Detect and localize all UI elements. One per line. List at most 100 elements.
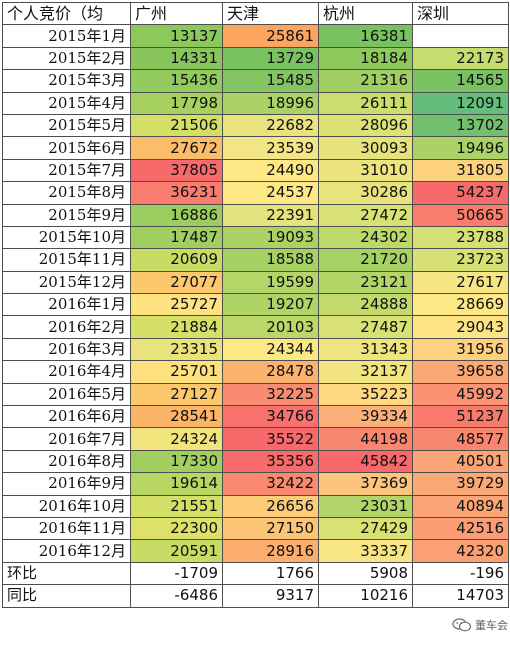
price-cell: 39334 [318,405,413,429]
header-row: 个人竞价（均 广州 天津 杭州 深圳 [2,1,509,26]
price-cell: 25727 [130,293,223,317]
price-cell: 37369 [318,472,413,496]
price-cell: 23315 [130,337,223,362]
month-label-cell: 2016年1月 [2,293,131,317]
price-cell: 31343 [318,337,413,362]
price-cell: 45992 [412,382,509,407]
summary-label-cell: 同比 [2,584,131,608]
month-label-cell: 2016年5月 [2,382,131,407]
price-cell: 26656 [222,494,319,518]
price-cell [412,24,509,48]
price-cell: 24490 [222,158,319,183]
price-cell: 29043 [412,315,509,339]
price-cell: 35223 [318,382,413,407]
price-cell: 35522 [222,427,319,451]
price-cell: 27617 [412,270,509,295]
price-table: 个人竞价（均 广州 天津 杭州 深圳 2015年1月 13137 25861 16381 2015… [2,1,509,608]
watermark-text: 董车会 [475,619,508,632]
table-row: 2015年6月 27672 23539 30093 19496 [2,136,509,160]
price-cell: 50665 [412,203,509,227]
price-cell: 31956 [412,337,509,362]
table-row: 2015年5月 21506 22682 28096 13702 [2,113,509,138]
month-label-cell: 2015年4月 [2,91,131,115]
price-cell: 24324 [130,427,223,451]
month-label-cell: 2016年7月 [2,427,131,451]
price-cell: 15485 [222,69,319,93]
price-cell: 24537 [222,181,319,205]
price-cell: 19599 [222,270,319,295]
price-cell: 31010 [318,158,413,183]
price-cell: 28096 [318,113,413,138]
summary-value-cell: 9317 [222,584,319,608]
price-cell: 18588 [222,248,319,272]
price-cell: 32225 [222,382,319,407]
month-label-cell: 2015年7月 [2,158,131,183]
month-label-cell: 2015年9月 [2,203,131,227]
price-cell: 20103 [222,315,319,339]
summary-label-cell: 环比 [2,561,131,586]
price-cell: 40501 [412,449,509,474]
header-corner-cell: 个人竞价（均 [2,1,131,26]
price-cell: 24344 [222,337,319,362]
price-cell: 51237 [412,405,509,429]
price-cell: 17487 [130,225,223,250]
price-cell: 37805 [130,158,223,183]
month-label-cell: 2016年9月 [2,472,131,496]
price-cell: 34766 [222,405,319,429]
month-label-cell: 2016年6月 [2,405,131,429]
summary-row: 同比 -6486 9317 10216 14703 [2,584,509,608]
price-cell: 24302 [318,225,413,250]
table-row: 2015年10月 17487 19093 24302 23788 [2,225,509,250]
header-city-cell: 深圳 [412,1,509,26]
price-cell: 39658 [412,360,509,384]
month-label-cell: 2015年2月 [2,46,131,71]
price-cell: 28669 [412,293,509,317]
price-cell: 13702 [412,113,509,138]
watermark: 董车会 [452,617,508,633]
month-label-cell: 2016年4月 [2,360,131,384]
price-cell: 22300 [130,516,223,541]
price-cell: 16381 [318,24,413,48]
price-cell: 21720 [318,248,413,272]
price-cell: 23121 [318,270,413,295]
price-cell: 27150 [222,516,319,541]
price-cell: 35356 [222,449,319,474]
month-label-cell: 2015年3月 [2,69,131,93]
price-cell: 44198 [318,427,413,451]
summary-row: 环比 -1709 1766 5908 -196 [2,561,509,586]
price-cell: 27077 [130,270,223,295]
price-cell: 19093 [222,225,319,250]
price-cell: 27487 [318,315,413,339]
price-cell: 28916 [222,539,319,563]
table-row: 2016年11月 22300 27150 27429 42516 [2,516,509,541]
price-cell: 25701 [130,360,223,384]
price-cell: 48577 [412,427,509,451]
month-label-cell: 2015年1月 [2,24,131,48]
price-cell: 21506 [130,113,223,138]
price-cell: 20591 [130,539,223,563]
table-row: 2015年1月 13137 25861 16381 [2,24,509,48]
table-row: 2015年7月 37805 24490 31010 31805 [2,158,509,183]
price-cell: 30093 [318,136,413,160]
table-row: 2016年6月 28541 34766 39334 51237 [2,405,509,429]
price-cell: 22173 [412,46,509,71]
price-cell: 27472 [318,203,413,227]
price-cell: 14331 [130,46,223,71]
price-cell: 14565 [412,69,509,93]
price-cell: 25861 [222,24,319,48]
summary-value-cell: 1766 [222,561,319,586]
table-row: 2016年12月 20591 28916 33337 42320 [2,539,509,563]
month-label-cell: 2015年5月 [2,113,131,138]
table-row: 2016年10月 21551 26656 23031 40894 [2,494,509,518]
price-cell: 21551 [130,494,223,518]
summary-value-cell: -1709 [130,561,223,586]
table-row: 2016年9月 19614 32422 37369 39729 [2,472,509,496]
month-label-cell: 2016年12月 [2,539,131,563]
month-label-cell: 2015年12月 [2,270,131,295]
price-cell: 17330 [130,449,223,474]
price-cell: 45842 [318,449,413,474]
price-cell: 54237 [412,181,509,205]
month-label-cell: 2015年6月 [2,136,131,160]
price-cell: 40894 [412,494,509,518]
month-label-cell: 2015年10月 [2,225,131,250]
